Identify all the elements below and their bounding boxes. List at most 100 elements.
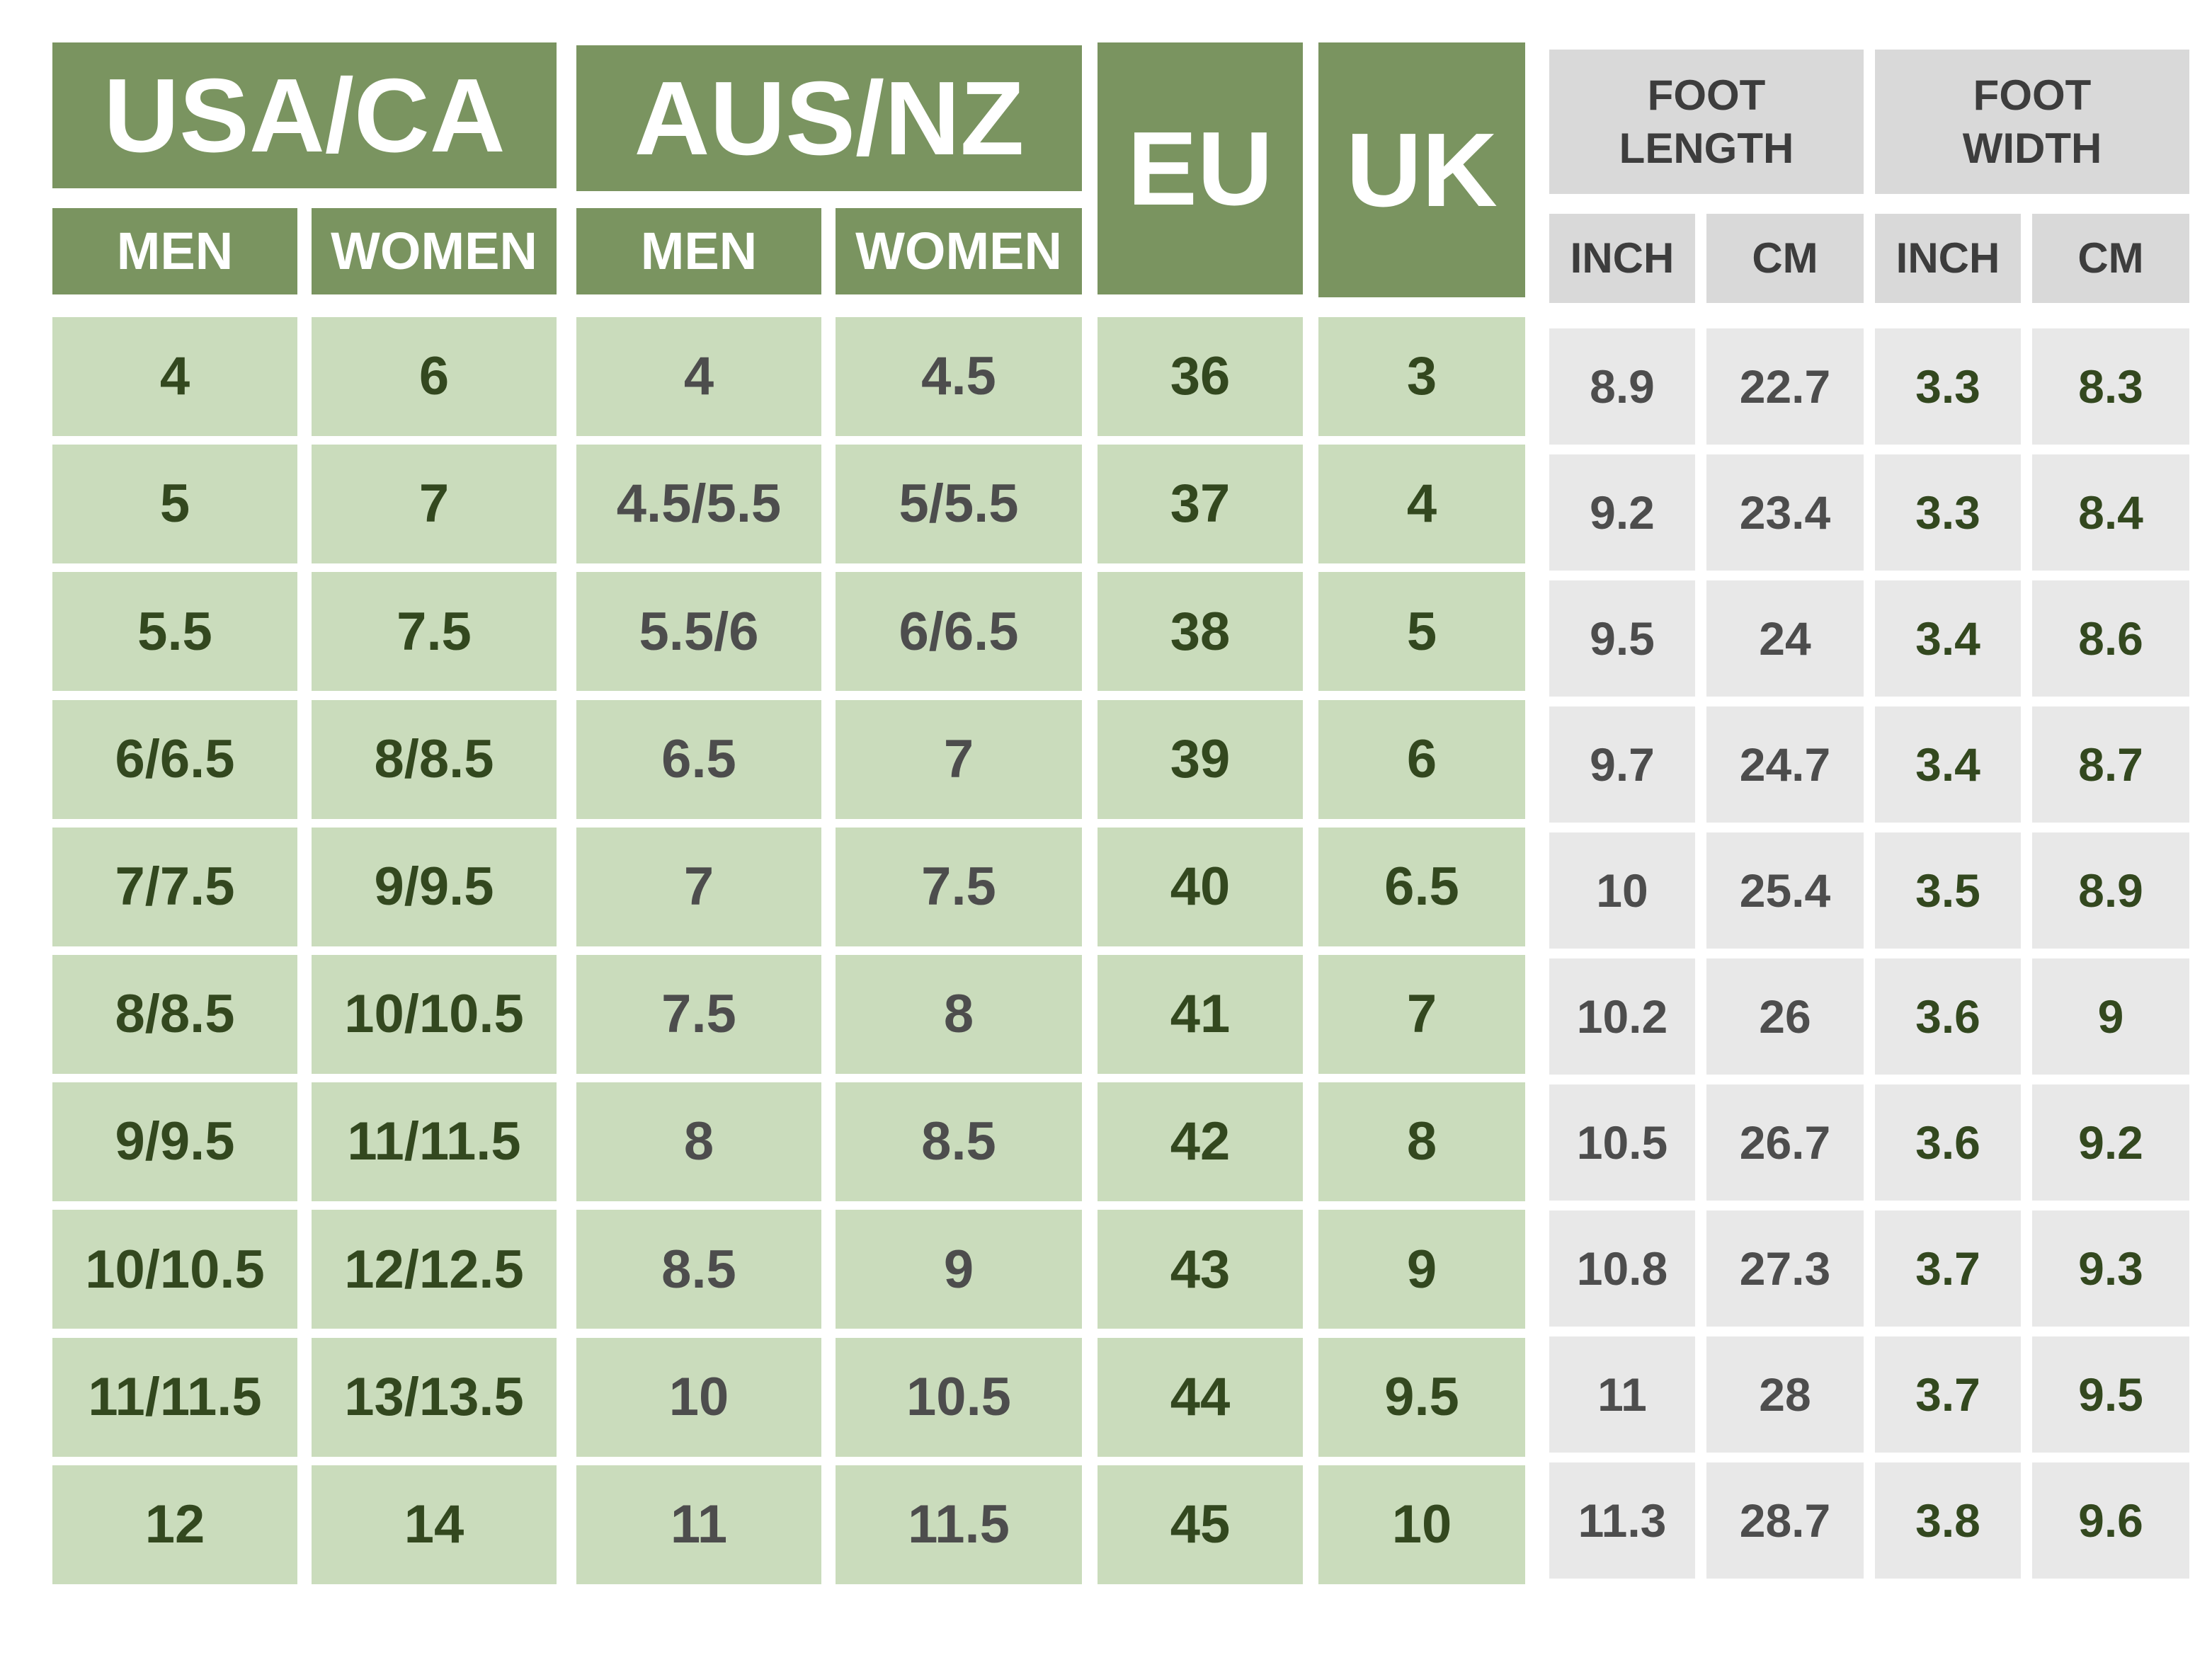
group-header: UK <box>1318 42 1525 297</box>
size-cell: 7/7.5 <box>52 827 297 946</box>
size-cell: 8.9 <box>2032 832 2189 949</box>
size-cell: 4 <box>1318 445 1525 564</box>
size-cell: 10 <box>576 1337 821 1457</box>
size-cell: 4.5 <box>836 317 1082 436</box>
size-cell: 26.7 <box>1706 1084 1864 1201</box>
size-cell: 8.3 <box>2032 328 2189 445</box>
size-cell: 7 <box>576 827 821 946</box>
size-cell: 37 <box>1098 445 1303 564</box>
size-cell: 12/12.5 <box>312 1210 557 1329</box>
size-cell: 22.7 <box>1706 328 1864 445</box>
size-cell: 8.4 <box>2032 454 2189 571</box>
size-cell: 45 <box>1098 1465 1303 1584</box>
size-cell: 6 <box>1318 699 1525 819</box>
size-cell: 7.5 <box>312 572 557 692</box>
size-cell: 11.5 <box>836 1465 1082 1584</box>
size-cell: 8/8.5 <box>52 955 297 1074</box>
size-cell: 3.3 <box>1875 328 2021 445</box>
size-cell: 40 <box>1098 827 1303 946</box>
size-cell: 11 <box>1549 1336 1695 1453</box>
size-cell: 10 <box>1318 1465 1525 1584</box>
size-cell: 5 <box>52 445 297 564</box>
size-cell: 11/11.5 <box>52 1337 297 1457</box>
size-cell: 5.5 <box>52 572 297 692</box>
size-cell: 24.7 <box>1706 706 1864 823</box>
size-cell: 28.7 <box>1706 1462 1864 1579</box>
size-cell: 7.5 <box>836 827 1082 946</box>
group-header: FOOT LENGTH <box>1549 50 1864 194</box>
size-cell: 3.4 <box>1875 580 2021 697</box>
size-cell: 11/11.5 <box>312 1082 557 1202</box>
size-cell: 4 <box>576 317 821 436</box>
size-cell: 41 <box>1098 955 1303 1074</box>
size-cell: 44 <box>1098 1337 1303 1457</box>
size-cell: 10 <box>1549 832 1695 949</box>
size-cell: 42 <box>1098 1082 1303 1202</box>
size-cell: 4 <box>52 317 297 436</box>
size-cell: 9.2 <box>1549 454 1695 571</box>
size-cell: 27.3 <box>1706 1210 1864 1327</box>
size-cell: 5/5.5 <box>836 445 1082 564</box>
size-cell: 9 <box>1318 1210 1525 1329</box>
size-cell: 7 <box>836 699 1082 819</box>
size-cell: 10/10.5 <box>52 1210 297 1329</box>
size-cell: 4.5/5.5 <box>576 445 821 564</box>
size-cell: 7.5 <box>576 955 821 1074</box>
size-cell: 8 <box>1318 1082 1525 1202</box>
size-cell: 38 <box>1098 572 1303 692</box>
size-cell: 10/10.5 <box>312 955 557 1074</box>
size-cell: 8.9 <box>1549 328 1695 445</box>
size-cell: 9.6 <box>2032 1462 2189 1579</box>
size-cell: 3.8 <box>1875 1462 2021 1579</box>
size-cell: 24 <box>1706 580 1864 697</box>
size-cell: 5.5/6 <box>576 572 821 692</box>
size-cell: 3.6 <box>1875 958 2021 1075</box>
size-cell: 3 <box>1318 317 1525 436</box>
sub-header: WOMEN <box>836 208 1082 294</box>
size-cell: 10.8 <box>1549 1210 1695 1327</box>
size-cell: 9/9.5 <box>52 1082 297 1202</box>
group-header: EU <box>1098 42 1303 294</box>
group-header: FOOT WIDTH <box>1875 50 2189 194</box>
size-cell: 13/13.5 <box>312 1337 557 1457</box>
sub-header: MEN <box>576 208 821 294</box>
size-cell: 3.7 <box>1875 1336 2021 1453</box>
size-cell: 8.5 <box>836 1082 1082 1202</box>
size-cell: 10.5 <box>1549 1084 1695 1201</box>
size-cell: 9.5 <box>1318 1337 1525 1457</box>
size-cell: 9.3 <box>2032 1210 2189 1327</box>
sub-header: CM <box>2032 214 2189 303</box>
size-cell: 12 <box>52 1465 297 1584</box>
sub-header: WOMEN <box>312 208 557 294</box>
size-cell: 3.7 <box>1875 1210 2021 1327</box>
size-cell: 6.5 <box>1318 827 1525 946</box>
size-cell: 6/6.5 <box>52 699 297 819</box>
group-header: AUS/NZ <box>576 45 1082 191</box>
size-cell: 5 <box>1318 572 1525 692</box>
sub-header: INCH <box>1549 214 1695 303</box>
size-cell: 8.7 <box>2032 706 2189 823</box>
size-cell: 9.2 <box>2032 1084 2189 1201</box>
size-cell: 8 <box>836 955 1082 1074</box>
size-cell: 9.5 <box>1549 580 1695 697</box>
group-header: USA/CA <box>52 42 557 188</box>
size-cell: 3.3 <box>1875 454 2021 571</box>
size-cell: 43 <box>1098 1210 1303 1329</box>
size-cell: 36 <box>1098 317 1303 436</box>
size-cell: 9 <box>2032 958 2189 1075</box>
size-cell: 6/6.5 <box>836 572 1082 692</box>
size-cell: 3.6 <box>1875 1084 2021 1201</box>
size-cell: 25.4 <box>1706 832 1864 949</box>
sub-header: INCH <box>1875 214 2021 303</box>
size-cell: 11.3 <box>1549 1462 1695 1579</box>
size-cell: 14 <box>312 1465 557 1584</box>
size-cell: 8.5 <box>576 1210 821 1329</box>
size-cell: 3.5 <box>1875 832 2021 949</box>
size-cell: 8/8.5 <box>312 699 557 819</box>
size-cell: 6.5 <box>576 699 821 819</box>
size-cell: 8 <box>576 1082 821 1202</box>
size-cell: 39 <box>1098 699 1303 819</box>
size-cell: 28 <box>1706 1336 1864 1453</box>
sub-header: MEN <box>52 208 297 294</box>
